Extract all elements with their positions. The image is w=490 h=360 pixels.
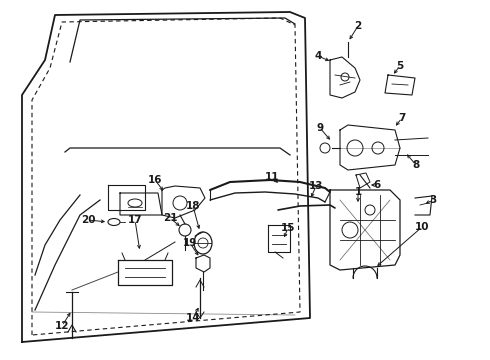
Text: 6: 6 [373, 180, 381, 190]
Text: 9: 9 [317, 123, 323, 133]
Text: 20: 20 [81, 215, 95, 225]
Text: 13: 13 [309, 181, 323, 191]
Text: 15: 15 [281, 223, 295, 233]
Text: 8: 8 [413, 160, 419, 170]
Text: 18: 18 [186, 201, 200, 211]
Text: 19: 19 [183, 238, 197, 248]
Text: 11: 11 [265, 172, 279, 182]
Text: 7: 7 [398, 113, 406, 123]
Text: 1: 1 [354, 187, 362, 197]
Text: 10: 10 [415, 222, 429, 232]
Text: 14: 14 [186, 313, 200, 323]
Text: 17: 17 [128, 215, 142, 225]
Text: 21: 21 [163, 213, 177, 223]
Text: 2: 2 [354, 21, 362, 31]
Text: 5: 5 [396, 61, 404, 71]
Text: 16: 16 [148, 175, 162, 185]
Text: 12: 12 [55, 321, 69, 331]
Text: 3: 3 [429, 195, 437, 205]
Text: 4: 4 [314, 51, 322, 61]
